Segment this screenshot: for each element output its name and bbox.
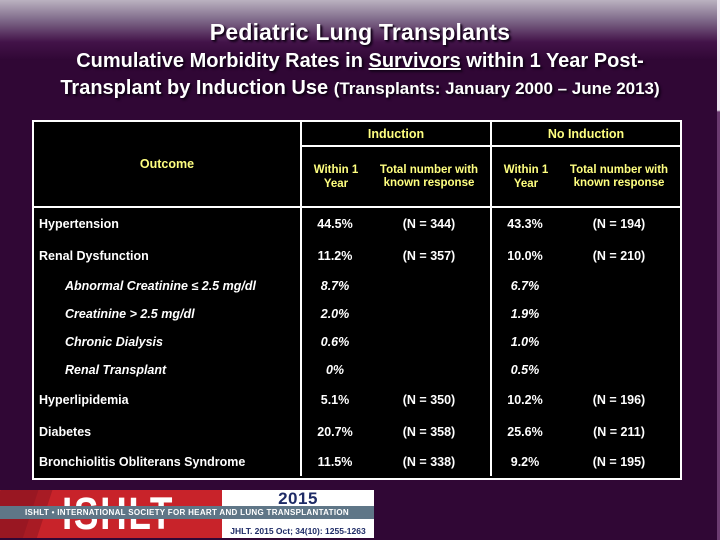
induction-percent-value: 0% [325, 363, 345, 377]
outcome-label: Abnormal Creatinine ≤ 2.5 mg/dl [65, 279, 256, 293]
ishlt-logo: ISHLT 2015 JHLT. 2015 Oct; 34(10): 1255-… [0, 489, 374, 538]
induction-percent-value: 8.7% [320, 279, 350, 293]
no-induction-value-group: 1.9% [490, 300, 680, 328]
slide-edge-highlight [717, 0, 720, 540]
no-induction-value-group: 43.3% (N = 194) [490, 208, 680, 240]
outcome-label: Chronic Dialysis [65, 335, 163, 349]
induction-n-value: (N = 338) [402, 455, 456, 469]
subtitle-date-range: (Transplants: January 2000 – June 2013) [333, 79, 660, 98]
no-induction-value-group: 6.7% [490, 272, 680, 300]
outcome-label: Bronchiolitis Obliterans Syndrome [39, 455, 246, 469]
logo-year: 2015 [278, 489, 318, 508]
outcome-label: Creatinine > 2.5 mg/dl [65, 307, 195, 321]
induction-percent-value: 44.5% [317, 217, 353, 231]
induction-value-group: 11.2% (N = 357) [300, 240, 490, 272]
subtitle-post: within 1 Year Post- [460, 50, 644, 72]
no-induction-value-group: 25.6% (N = 211) [490, 416, 680, 448]
no-induction-value-group: 0.5% [490, 356, 680, 384]
no-induction-n-value: (N = 211) [593, 425, 645, 439]
outcome-label: Renal Transplant [65, 363, 167, 377]
induction-subheaders: Within 1 Year Total number with known re… [302, 147, 490, 206]
no-induction-n-value: (N = 194) [592, 217, 646, 231]
table-row: Chronic Dialysis 0.6% 1.0% [34, 328, 680, 356]
table-header: Outcome Induction Within 1 Year Total nu… [34, 122, 680, 208]
no-induction-percent-value: 10.2% [507, 393, 543, 407]
induction-percent-value: 2.0% [320, 307, 350, 321]
ishlt-society-band: ISHLT • INTERNATIONAL SOCIETY FOR HEART … [0, 506, 374, 519]
induction-value-group: 44.5% (N = 344) [300, 208, 490, 240]
induction-value-group: 5.1% (N = 350) [300, 384, 490, 416]
no-induction-percent-value: 1.0% [510, 335, 540, 349]
subtitle-line2-text: Transplant by Induction Use [60, 77, 334, 99]
subtitle-line-1: Cumulative Morbidity Rates in Survivors … [0, 48, 720, 75]
no-induction-group: No Induction Within 1 Year Total number … [490, 122, 680, 206]
no-induction-n-value: (N = 196) [592, 393, 646, 407]
induction-n-value: (N = 358) [402, 425, 456, 439]
induction-total-header: Total number with known response [379, 163, 479, 189]
morbidity-table: Outcome Induction Within 1 Year Total nu… [32, 120, 682, 480]
induction-percent-value: 11.5% [317, 455, 353, 469]
no-induction-group-title: No Induction [492, 122, 680, 147]
no-induction-percent-value: 6.7% [510, 279, 540, 293]
subtitle-line-2: Transplant by Induction Use (Transplants… [0, 75, 720, 102]
no-induction-percent-value: 0.5% [510, 363, 540, 377]
induction-n-value: (N = 357) [402, 249, 456, 263]
no-induction-within-header: Within 1 Year [503, 163, 549, 190]
slide-subtitle: Cumulative Morbidity Rates in Survivors … [0, 48, 720, 102]
table-row: Renal Transplant 0% 0.5% [34, 356, 680, 384]
induction-group: Induction Within 1 Year Total number wit… [300, 122, 490, 206]
outcome-label: Hypertension [39, 217, 119, 231]
table-row: Bronchiolitis Obliterans Syndrome 11.5% (N… [34, 448, 680, 476]
outcome-label: Diabetes [39, 425, 92, 439]
no-induction-percent-value: 10.0% [507, 249, 543, 263]
no-induction-value-group: 1.0% [490, 328, 680, 356]
table-body: Hypertension 44.5% (N = 344) 43.3% (N = 194)… [34, 208, 680, 476]
table-row: Abnormal Creatinine ≤ 2.5 mg/dl 8.7% 6.7% [34, 272, 680, 300]
induction-percent-value: 5.1% [320, 393, 350, 407]
no-induction-subheaders: Within 1 Year Total number with known re… [492, 147, 680, 206]
subtitle-pre: Cumulative Morbidity Rates in [76, 50, 369, 72]
subtitle-underlined-word: Survivors [368, 50, 461, 72]
induction-value-group: 11.5% (N = 338) [300, 448, 490, 476]
no-induction-percent-value: 43.3% [507, 217, 543, 231]
no-induction-percent-value: 9.2% [510, 455, 540, 469]
induction-percent-value: 20.7% [317, 425, 353, 439]
no-induction-n-value: (N = 195) [592, 455, 646, 469]
outcome-label: Renal Dysfunction [39, 249, 149, 263]
induction-value-group: 8.7% [300, 272, 490, 300]
induction-value-group: 0.6% [300, 328, 490, 356]
induction-n-value: (N = 344) [402, 217, 456, 231]
induction-percent-value: 0.6% [320, 335, 350, 349]
no-induction-n-value: (N = 210) [592, 249, 646, 263]
table-row: Hyperlipidemia 5.1% (N = 350) 10.2% (N = 196… [34, 384, 680, 416]
slide-title: Pediatric Lung Transplants [209, 19, 511, 45]
table-row: Renal Dysfunction 11.2% (N = 357) 10.0% (N =… [34, 240, 680, 272]
induction-value-group: 2.0% [300, 300, 490, 328]
induction-percent-value: 11.2% [317, 249, 353, 263]
no-induction-value-group: 10.0% (N = 210) [490, 240, 680, 272]
no-induction-percent-value: 25.6% [507, 425, 543, 439]
induction-n-value: (N = 350) [402, 393, 456, 407]
induction-within-header: Within 1 Year [313, 163, 359, 190]
table-row: Hypertension 44.5% (N = 344) 43.3% (N = 194) [34, 208, 680, 240]
no-induction-percent-value: 1.9% [510, 307, 540, 321]
outcome-label: Hyperlipidemia [39, 393, 129, 407]
outcome-column-header: Outcome [139, 157, 195, 171]
table-row: Diabetes 20.7% (N = 358) 25.6% (N = 211) [34, 416, 680, 448]
table-row: Creatinine > 2.5 mg/dl 2.0% 1.9% [34, 300, 680, 328]
induction-group-title: Induction [302, 122, 490, 147]
journal-citation: JHLT. 2015 Oct; 34(10): 1255-1263 [230, 526, 366, 536]
no-induction-value-group: 9.2% (N = 195) [490, 448, 680, 476]
no-induction-value-group: 10.2% (N = 196) [490, 384, 680, 416]
induction-value-group: 20.7% (N = 358) [300, 416, 490, 448]
no-induction-total-header: Total number with known response [569, 163, 669, 189]
induction-value-group: 0% [300, 356, 490, 384]
